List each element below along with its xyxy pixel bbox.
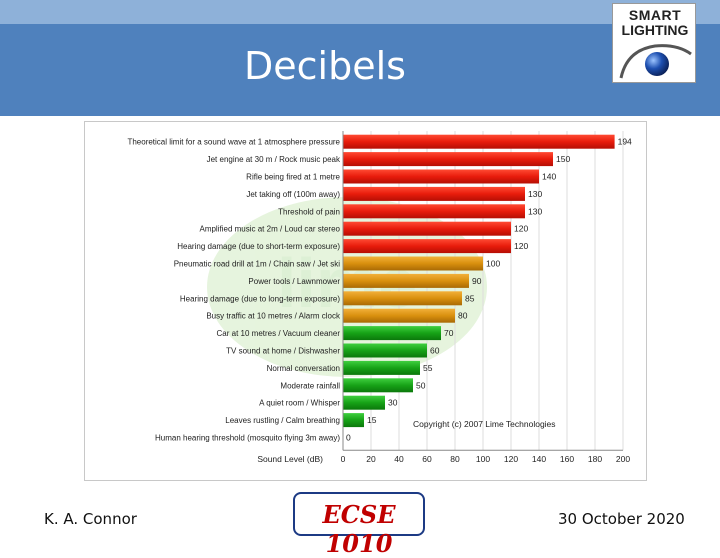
slide-date: 30 October 2020 [558,510,685,528]
category-label: TV sound at home / Dishwasher [226,347,340,356]
category-label: Threshold of pain [278,207,340,216]
bar-value-label: 150 [556,154,570,164]
category-label: Jet taking off (100m away) [246,190,340,199]
bar-value-label: 90 [472,276,482,286]
bar [343,169,539,184]
logo-line-2: LIGHTING [621,22,689,38]
copyright-annotation: Copyright (c) 2007 Lime Technologies [413,419,556,429]
logo-globe-icon [619,44,692,79]
bar [343,221,511,236]
bar [343,326,441,341]
category-label: Rifle being fired at 1 metre [246,173,340,182]
decibel-chart: lime Theoretical limit for a sound wave … [127,131,632,464]
category-label: Hearing damage (due to long-term exposur… [180,294,340,303]
category-label: A quiet room / Whisper [259,399,340,408]
course-label: ECSE 1010 [322,500,396,558]
x-tick-label: 160 [560,454,574,464]
x-axis-label: Sound Level (dB) [257,454,323,464]
category-label: Theoretical limit for a sound wave at 1 … [127,138,340,147]
x-tick-label: 200 [616,454,630,464]
bar [343,343,427,358]
x-tick-label: 80 [450,454,460,464]
bar [343,134,615,149]
category-label: Leaves rustling / Calm breathing [225,416,340,425]
bar-value-label: 50 [416,380,426,390]
bar-value-label: 130 [528,189,542,199]
x-tick-label: 60 [422,454,432,464]
bar-value-label: 0 [346,433,351,443]
course-badge: ECSE 1010 [293,492,425,558]
bar [343,186,525,201]
bar [343,395,385,410]
bar [343,360,420,375]
top-band [0,0,720,24]
slide-header [0,24,720,116]
x-tick-label: 40 [394,454,404,464]
bar-value-label: 60 [430,346,440,356]
bar [343,413,364,428]
smart-lighting-logo: SMART LIGHTING [612,3,696,83]
bar-value-label: 85 [465,293,475,303]
x-tick-label: 100 [476,454,490,464]
bar-value-label: 30 [388,398,398,408]
bar-value-label: 140 [542,172,556,182]
bar [343,204,525,219]
bar-value-label: 130 [528,206,542,216]
bar [343,239,511,254]
bar-value-label: 100 [486,259,500,269]
bar-value-label: 194 [618,137,632,147]
category-label: Hearing damage (due to short-term exposu… [177,242,340,251]
bar [343,308,455,323]
bar-value-label: 120 [514,241,528,251]
bar-value-label: 70 [444,328,454,338]
x-tick-label: 180 [588,454,602,464]
x-tick-label: 0 [341,454,346,464]
logo-line-1: SMART [628,7,682,23]
category-label: Moderate rainfall [280,381,340,390]
category-label: Busy traffic at 10 metres / Alarm clock [206,312,341,321]
x-tick-label: 120 [504,454,518,464]
category-label: Amplified music at 2m / Loud car stereo [199,225,340,234]
slide-title: Decibels [244,44,406,88]
bar [343,378,413,393]
bar [343,256,483,271]
bar [343,273,469,288]
author-name: K. A. Connor [44,510,137,528]
category-label: Car at 10 metres / Vacuum cleaner [217,329,341,338]
bar [343,291,462,306]
category-label: Normal conversation [267,364,340,373]
category-label: Jet engine at 30 m / Rock music peak [207,155,341,164]
x-tick-label: 140 [532,454,546,464]
category-label: Power tools / Lawnmower [248,277,340,286]
bar-value-label: 120 [514,224,528,234]
bar [343,152,553,167]
category-label: Pneumatic road drill at 1m / Chain saw /… [174,260,341,269]
bar-value-label: 15 [367,415,377,425]
chart-panel: lime Theoretical limit for a sound wave … [84,121,647,481]
bar-value-label: 80 [458,311,468,321]
bar-value-label: 55 [423,363,433,373]
category-label: Human hearing threshold (mosquito flying… [155,434,340,443]
x-tick-label: 20 [366,454,376,464]
